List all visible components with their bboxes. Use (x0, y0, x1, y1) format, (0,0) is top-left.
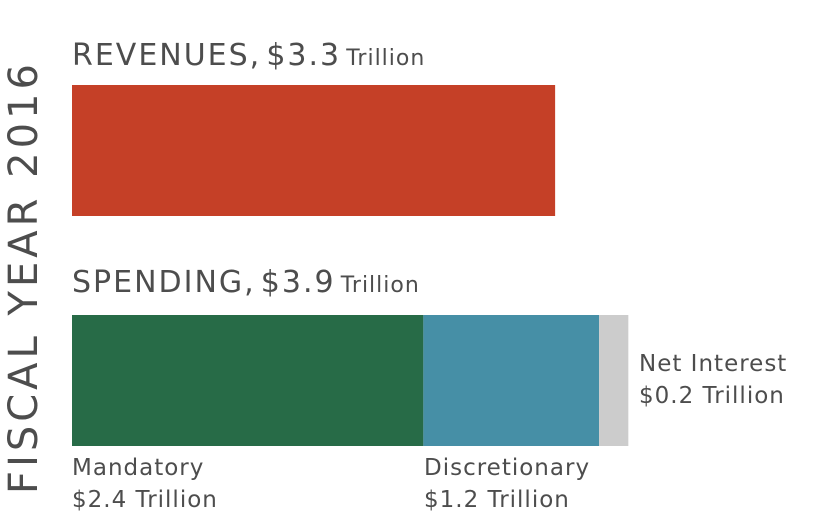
discretionary-name: Discretionary (424, 455, 591, 481)
bar-segment-discretionary (423, 315, 600, 446)
discretionary-label: Discretionary $1.2 Trillion (424, 452, 590, 516)
spending-unit: Trillion (340, 273, 420, 298)
revenues-title: REVENUES, (72, 38, 262, 73)
mandatory-label: Mandatory $2.4 Trillion (72, 452, 218, 516)
revenues-unit: Trillion (346, 46, 426, 71)
discretionary-value: $1.2 Trillion (424, 487, 570, 513)
revenues-heading: REVENUES, $3.3 Trillion (72, 38, 425, 73)
net-interest-name: Net Interest (639, 351, 788, 377)
spending-heading: SPENDING, $3.9 Trillion (72, 265, 420, 300)
bar-segment-revenues (72, 85, 556, 216)
revenues-amount: $3.3 (266, 38, 342, 73)
spending-amount: $3.9 (260, 265, 336, 300)
net-interest-label: Net Interest $0.2 Trillion (639, 348, 787, 412)
bar-segment-net-interest (599, 315, 629, 446)
bar-segment-mandatory (72, 315, 424, 446)
net-interest-value: $0.2 Trillion (639, 383, 785, 409)
spending-title: SPENDING, (72, 265, 256, 300)
mandatory-value: $2.4 Trillion (72, 487, 218, 513)
mandatory-name: Mandatory (72, 455, 205, 481)
